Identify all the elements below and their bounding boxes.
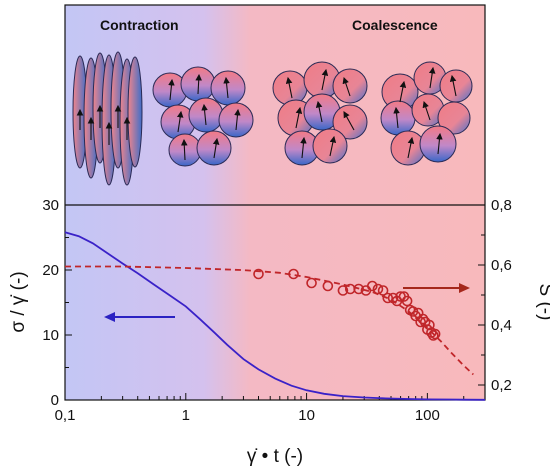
- x-axis-title: γ̇ • t (-): [247, 446, 303, 467]
- order-parameter-point: [253, 268, 264, 280]
- illustration-droplets-3: [380, 61, 473, 166]
- order-parameter-point: [353, 283, 364, 295]
- order-parameter-point: [424, 319, 435, 331]
- order-parameter-point: [372, 283, 384, 295]
- plot-frame: [64, 4, 486, 401]
- series-layer: [64, 231, 486, 401]
- order-parameter-fit-line: [65, 265, 474, 376]
- y-left-tick-label: 20: [42, 262, 59, 279]
- y-left-tick-label: 10: [42, 327, 59, 344]
- y-left-tick-label: 0: [51, 392, 59, 409]
- order-parameter-point: [377, 285, 389, 296]
- order-parameter-point: [337, 285, 349, 296]
- y-left-tick-label: 30: [42, 197, 59, 214]
- x-tick-label: 10: [298, 407, 315, 424]
- illustration-contraction: [72, 51, 143, 186]
- order-parameter-point: [401, 295, 413, 307]
- x-tick-label: 100: [415, 407, 440, 424]
- axes: 0,1 1 10 100 0 10 20 30 0,2 0,4 0,6 0,8: [42, 197, 512, 424]
- x-tick-label: 1: [182, 407, 190, 424]
- x-tick-label: 0,1: [55, 407, 76, 424]
- panel-label-coalescence: Coalescence: [352, 17, 438, 33]
- illustration-droplets-1: [152, 66, 254, 167]
- y-axis-title-left: σ / γ̇ (-): [8, 271, 29, 332]
- arrow-right-axis: [403, 283, 470, 293]
- y-axis-title-right: S (-): [535, 284, 550, 321]
- order-parameter-point: [288, 268, 299, 280]
- order-parameter-point: [382, 292, 394, 304]
- panel-label-contraction: Contraction: [100, 17, 179, 33]
- order-parameter-point: [366, 280, 378, 292]
- order-parameter-point: [429, 328, 441, 340]
- y-right-tick-label: 0,4: [491, 317, 512, 334]
- y-right-tick-label: 0,8: [491, 197, 512, 214]
- stress-line: [64, 231, 486, 401]
- order-parameter-point: [417, 313, 429, 325]
- order-parameter-point: [322, 280, 334, 292]
- order-parameter-point: [428, 330, 439, 341]
- y-right-tick-label: 0,2: [491, 377, 512, 394]
- order-parameter-point: [306, 277, 317, 289]
- arrow-left-axis: [104, 312, 175, 322]
- illustration-droplets-2: [272, 61, 368, 166]
- y-right-tick-label: 0,6: [491, 257, 512, 274]
